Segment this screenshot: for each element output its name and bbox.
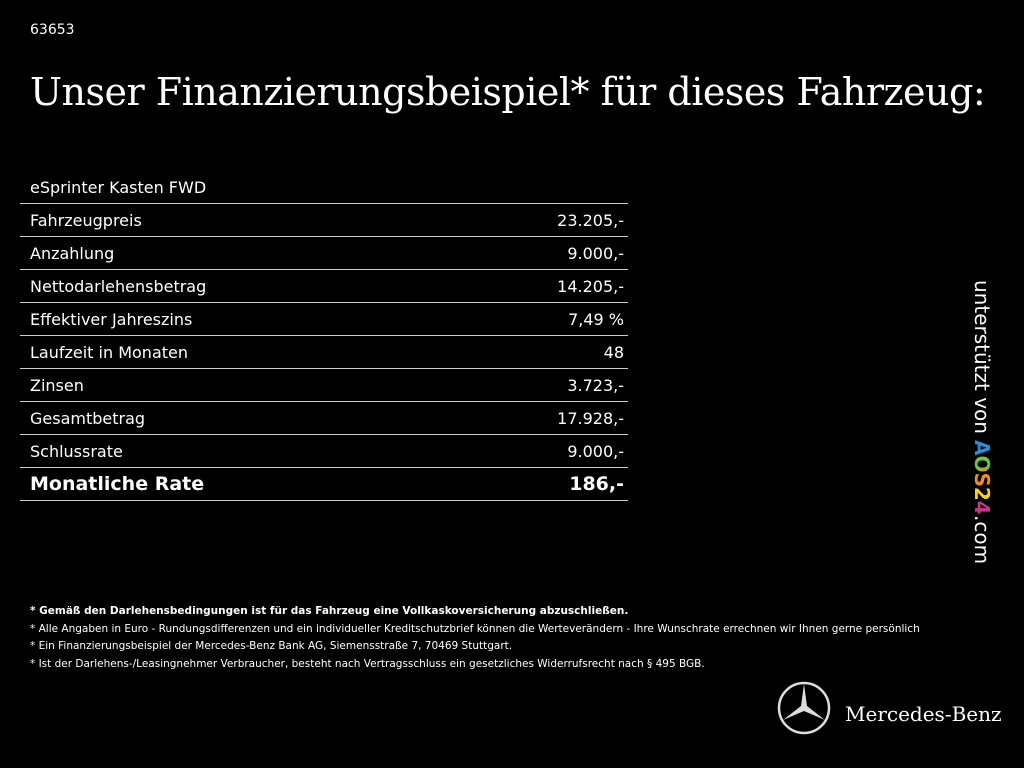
row-value: 48 [603,342,624,362]
row-label: Zinsen [30,375,84,395]
table-row: Fahrzeugpreis 23.205,- [20,204,628,237]
table-row: Effektiver Jahreszins 7,49 % [20,303,628,336]
row-label: Laufzeit in Monaten [30,342,189,362]
sponsor-text: unterstützt von [970,280,994,441]
row-value: 23.205,- [557,210,624,230]
logo-star [777,681,831,735]
table-row: Nettodarlehensbetrag 14.205,- [20,270,628,303]
table-row: Laufzeit in Monaten 48 [20,336,628,369]
row-value: 17.928,- [557,408,624,428]
row-value: 14.205,- [557,276,624,296]
table-title: eSprinter Kasten FWD [20,171,628,204]
logo-text: Mercedes-Benz [845,702,1002,726]
row-label: Effektiver Jahreszins [30,309,193,329]
sponsor: unterstützt von AOS24.com [970,280,994,564]
table-row: Monatliche Rate 186,- [20,468,628,501]
row-value: 3.723,- [567,375,624,395]
row-label: Fahrzeugpreis [30,210,142,230]
row-value: 9.000,- [567,243,624,263]
footnote: * Ist der Darlehens-/Leasingnehmer Verbr… [30,657,705,670]
row-label: Monatliche Rate [30,473,205,495]
row-label: Nettodarlehensbetrag [30,276,207,296]
footnote: * Ein Finanzierungsbeispiel der Mercedes… [30,640,513,652]
row-label: Anzahlung [30,243,115,263]
row-label: Schlussrate [30,441,123,461]
finance-table: eSprinter Kasten FWD Fahrzeugpreis 23.205… [20,171,628,501]
row-value: 186,- [569,473,624,495]
footnote: * Gemäß den Darlehensbedingungen ist für… [30,605,629,617]
footnotes: * Gemäß den Darlehensbedingungen ist für… [30,603,920,673]
row-value: 7,49 % [568,309,624,329]
table-row: Schlussrate 9.000,- [20,435,628,468]
row-label: Gesamtbetrag [30,408,146,428]
table-row: Anzahlung 9.000,- [20,237,628,270]
table-row: Gesamtbetrag 17.928,- [20,402,628,435]
vehicle-id: 63653 [30,22,75,38]
sponsor-brand: AOS24 [970,440,994,516]
footnote: * Alle Angaben in Euro - Rundungsdiffere… [30,622,920,635]
table-row: Zinsen 3.723,- [20,369,628,402]
row-value: 9.000,- [567,441,624,461]
sponsor-suffix: .com [970,515,994,565]
title: Unser Finanzierungsbeispiel* für dieses … [30,70,986,114]
